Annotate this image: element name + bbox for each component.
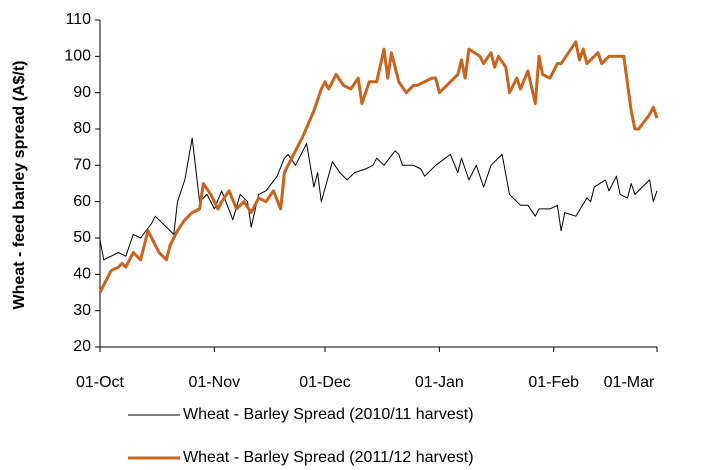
series-line <box>98 40 659 294</box>
y-tick-label: 70 <box>73 157 91 174</box>
y-tick-label: 40 <box>73 266 91 283</box>
legend: Wheat - Barley Spread (2010/11 harvest) W… <box>128 406 474 466</box>
y-tick-label: 60 <box>73 193 91 210</box>
legend-label: Wheat - Barley Spread (2011/12 harvest) <box>183 449 474 466</box>
x-tick-label: 01-Mar <box>604 374 655 391</box>
y-tick-label: 110 <box>65 11 91 28</box>
y-tick-label: 80 <box>73 120 91 137</box>
y-tick-label: 30 <box>73 302 91 319</box>
x-tick-label: 01-Dec <box>299 374 351 391</box>
y-axis-label: Wheat - feed barley spread (A$/t) <box>11 61 28 310</box>
y-tick-label: 90 <box>73 84 91 101</box>
x-tick-label: 01-Feb <box>528 374 579 391</box>
x-tick-label: 01-Jan <box>415 374 464 391</box>
legend-label: Wheat - Barley Spread (2010/11 harvest) <box>183 406 474 423</box>
y-tick-label: 100 <box>64 48 91 65</box>
x-tick-label: 01-Nov <box>189 374 241 391</box>
series-line <box>99 137 658 261</box>
x-tick-label: 01-Oct <box>76 374 125 391</box>
y-tick-label: 50 <box>73 229 91 246</box>
y-tick-label: 20 <box>73 338 91 355</box>
